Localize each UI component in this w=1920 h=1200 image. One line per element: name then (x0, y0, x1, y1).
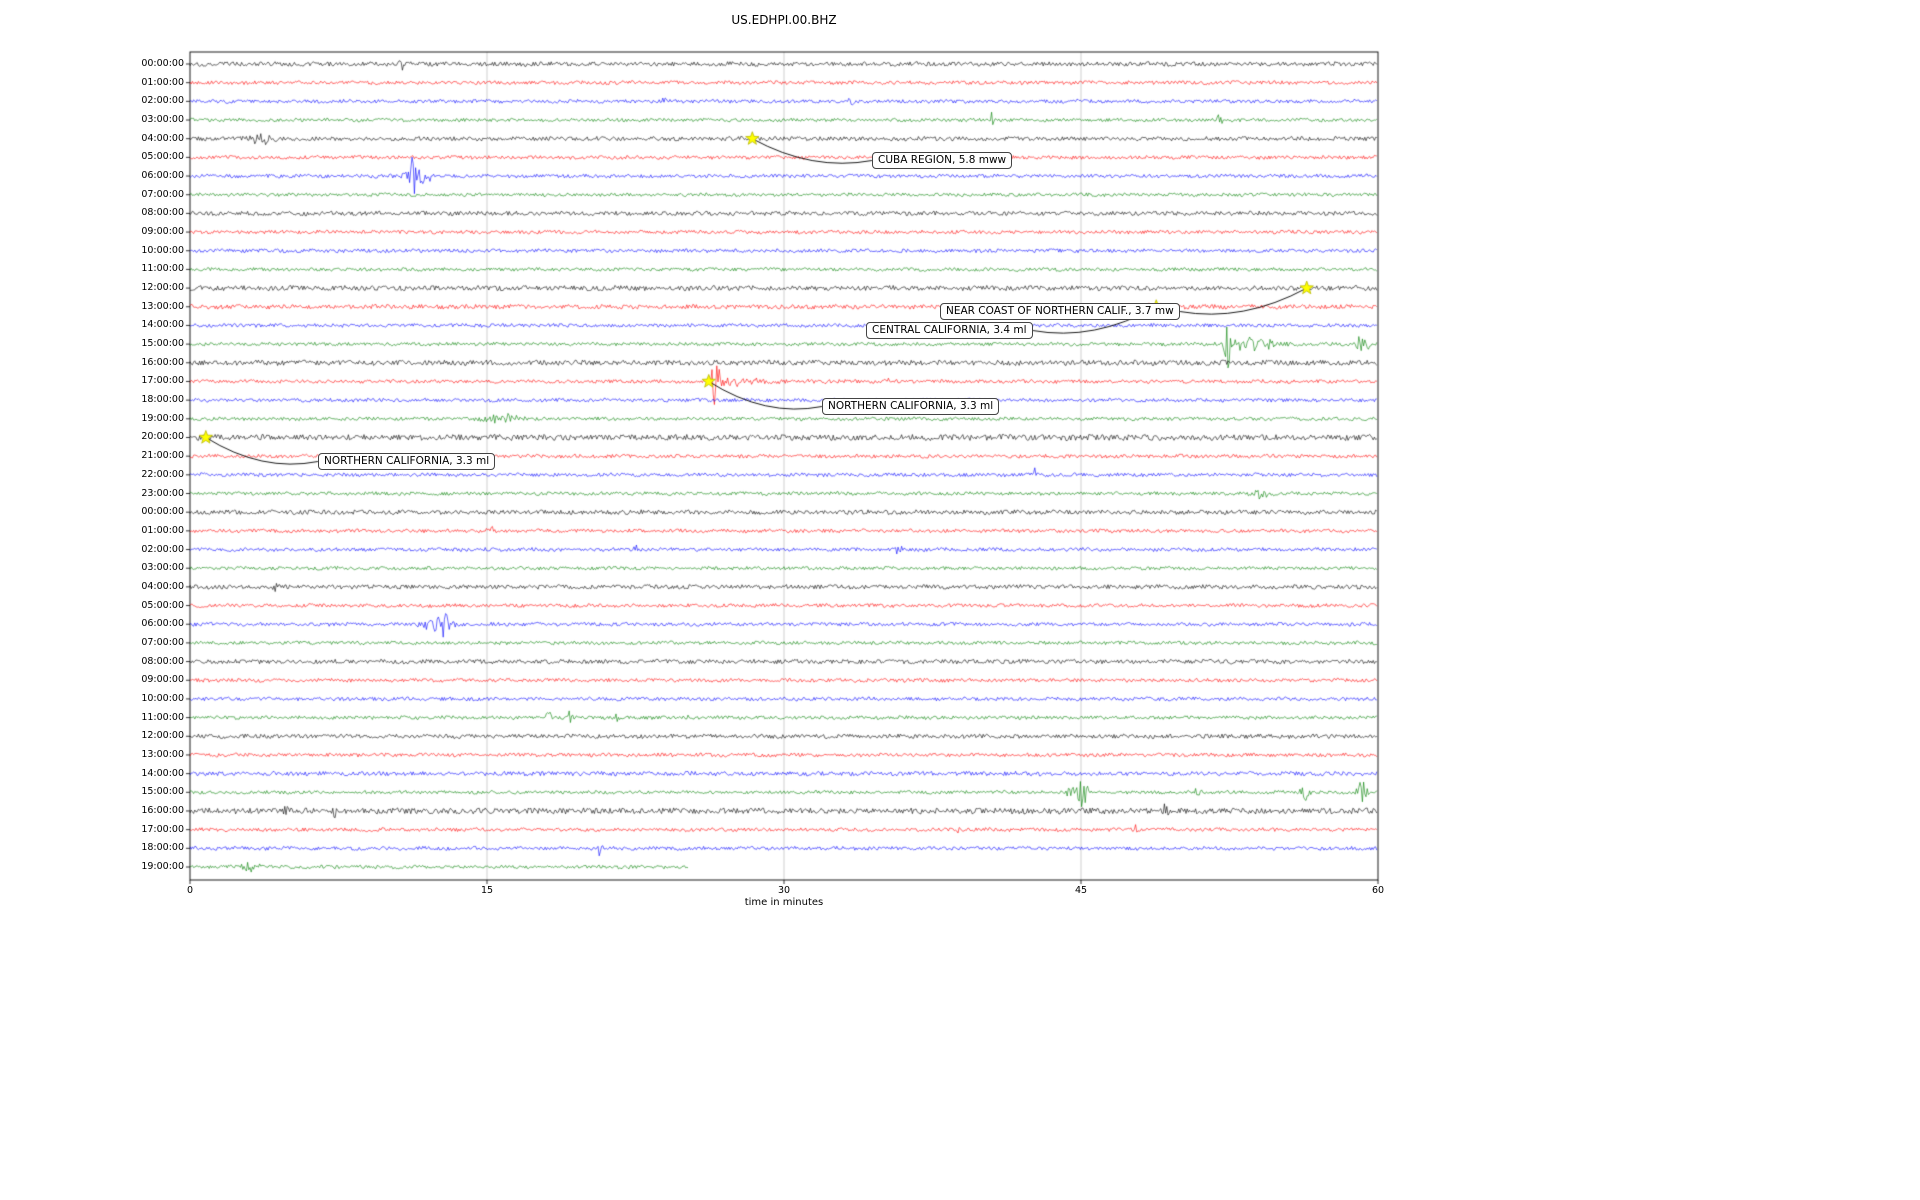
row-label: 22:00:00 (141, 468, 184, 480)
row-label: 23:00:00 (141, 487, 184, 499)
row-label: 03:00:00 (141, 562, 184, 574)
row-label: 00:00:00 (141, 506, 184, 518)
row-label: 17:00:00 (141, 375, 184, 387)
row-label: 19:00:00 (141, 412, 184, 424)
event-label: CUBA REGION, 5.8 mww (872, 152, 1013, 169)
x-tick-label: 45 (1074, 885, 1088, 896)
row-label: 07:00:00 (141, 188, 184, 200)
row-label: 17:00:00 (141, 823, 184, 835)
row-label: 08:00:00 (141, 655, 184, 667)
row-label: 12:00:00 (141, 282, 184, 294)
row-label: 05:00:00 (141, 599, 184, 611)
row-label: 03:00:00 (141, 114, 184, 126)
row-label: 15:00:00 (141, 786, 184, 798)
row-label: 18:00:00 (141, 842, 184, 854)
row-label: 16:00:00 (141, 356, 184, 368)
row-label: 13:00:00 (141, 748, 184, 760)
x-tick-label: 0 (186, 885, 194, 896)
row-label: 20:00:00 (141, 431, 184, 443)
row-label: 14:00:00 (141, 319, 184, 331)
row-label: 21:00:00 (141, 450, 184, 462)
row-label: 01:00:00 (141, 76, 184, 88)
row-label: 13:00:00 (141, 300, 184, 312)
x-tick-label: 15 (480, 885, 494, 896)
row-label: 14:00:00 (141, 767, 184, 779)
row-label: 10:00:00 (141, 692, 184, 704)
row-label: 11:00:00 (141, 263, 184, 275)
row-label: 02:00:00 (141, 95, 184, 107)
row-label: 10:00:00 (141, 244, 184, 256)
row-label: 04:00:00 (141, 580, 184, 592)
row-label: 01:00:00 (141, 524, 184, 536)
row-label: 15:00:00 (141, 338, 184, 350)
x-tick-label: 60 (1371, 885, 1385, 896)
row-label: 00:00:00 (141, 58, 184, 69)
row-label: 04:00:00 (141, 132, 184, 144)
event-label: NEAR COAST OF NORTHERN CALIF., 3.7 mw (940, 303, 1180, 320)
row-label: 11:00:00 (141, 711, 184, 723)
event-label: NORTHERN CALIFORNIA, 3.3 ml (822, 398, 1000, 415)
row-label: 18:00:00 (141, 394, 184, 406)
row-label: 19:00:00 (141, 861, 184, 872)
row-label: 05:00:00 (141, 151, 184, 163)
row-label: 12:00:00 (141, 730, 184, 742)
x-axis-label: time in minutes (744, 897, 824, 908)
row-label: 16:00:00 (141, 804, 184, 816)
row-label: 06:00:00 (141, 170, 184, 182)
row-label: 06:00:00 (141, 618, 184, 630)
x-tick-label: 30 (777, 885, 791, 896)
event-label: CENTRAL CALIFORNIA, 3.4 ml (866, 322, 1033, 339)
row-label: 07:00:00 (141, 636, 184, 648)
chart-title: US.EDHPI.00.BHZ (731, 13, 837, 27)
row-label: 09:00:00 (141, 674, 184, 686)
row-label: 09:00:00 (141, 226, 184, 238)
event-label: NORTHERN CALIFORNIA, 3.3 ml (318, 453, 496, 470)
row-label: 08:00:00 (141, 207, 184, 219)
row-label: 02:00:00 (141, 543, 184, 555)
